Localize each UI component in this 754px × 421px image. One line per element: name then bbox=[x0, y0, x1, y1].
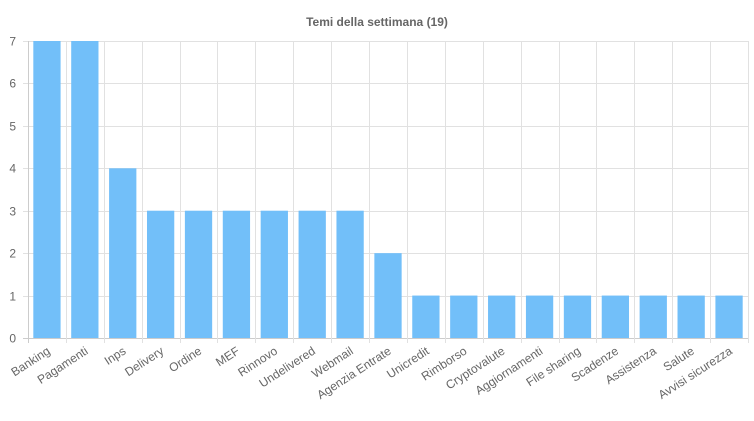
bar bbox=[222, 210, 251, 338]
y-tick-label: 4 bbox=[9, 162, 16, 176]
bar bbox=[601, 295, 630, 338]
y-tick-label: 6 bbox=[9, 77, 16, 91]
x-tick-label: Delivery bbox=[122, 344, 166, 379]
y-tick-label: 5 bbox=[9, 120, 16, 134]
bar bbox=[260, 210, 288, 338]
y-tick-label: 2 bbox=[9, 247, 16, 261]
bar bbox=[336, 210, 364, 338]
y-axis-ticks: 0 1 2 3 4 5 6 7 bbox=[9, 35, 16, 346]
y-tick-label: 1 bbox=[9, 290, 16, 304]
bar bbox=[109, 168, 137, 338]
chart-title: Temi della settimana (19) bbox=[306, 15, 448, 29]
bar bbox=[412, 295, 440, 338]
grid-lines bbox=[23, 41, 749, 343]
bar bbox=[146, 210, 175, 338]
bar bbox=[450, 295, 478, 338]
bar bbox=[563, 295, 592, 338]
bar bbox=[71, 41, 99, 338]
y-tick-label: 0 bbox=[9, 332, 16, 346]
bar bbox=[184, 210, 213, 338]
bar bbox=[525, 295, 554, 338]
bar bbox=[677, 295, 705, 338]
bar bbox=[33, 41, 61, 338]
bar bbox=[488, 295, 516, 338]
bar bbox=[639, 295, 667, 338]
y-tick-label: 7 bbox=[9, 35, 16, 49]
bar bbox=[298, 210, 326, 338]
y-tick-label: 3 bbox=[9, 205, 16, 219]
bars bbox=[33, 41, 743, 338]
x-tick-label: Ordine bbox=[166, 344, 204, 376]
bar bbox=[715, 295, 743, 338]
bar bbox=[374, 253, 402, 338]
x-tick-label: Inps bbox=[102, 344, 129, 368]
